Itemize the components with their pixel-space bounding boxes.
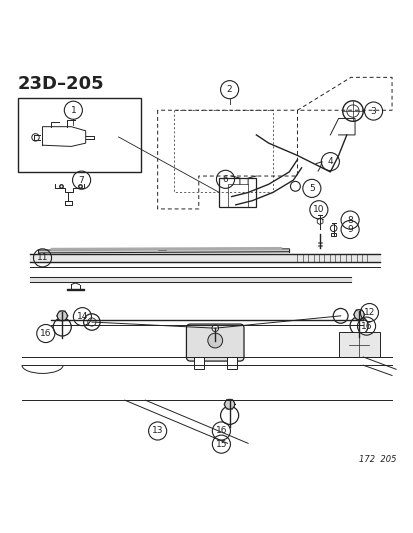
Text: 12: 12 — [363, 308, 374, 317]
Text: 1: 1 — [70, 106, 76, 115]
Circle shape — [53, 318, 71, 336]
Text: 13: 13 — [152, 426, 163, 435]
Bar — [226, 357, 236, 369]
Text: 23D–205: 23D–205 — [18, 75, 104, 93]
Text: 16: 16 — [360, 321, 371, 330]
Text: 4: 4 — [327, 157, 332, 166]
Bar — [18, 98, 141, 172]
Text: 3: 3 — [370, 107, 375, 116]
Circle shape — [220, 406, 238, 424]
Text: 14: 14 — [76, 312, 88, 321]
Circle shape — [224, 399, 234, 409]
Circle shape — [354, 310, 363, 320]
Bar — [338, 332, 379, 357]
Text: 6: 6 — [222, 175, 228, 184]
Text: 2: 2 — [226, 85, 232, 94]
Text: 5: 5 — [308, 184, 314, 193]
Text: 9: 9 — [347, 225, 352, 234]
Circle shape — [349, 317, 367, 335]
Bar — [219, 178, 256, 207]
Text: 16: 16 — [40, 329, 52, 338]
FancyBboxPatch shape — [186, 324, 243, 361]
Circle shape — [83, 314, 100, 330]
Text: 16: 16 — [215, 426, 227, 435]
Circle shape — [57, 311, 67, 321]
Text: 10: 10 — [312, 205, 324, 214]
Circle shape — [207, 333, 222, 348]
Circle shape — [330, 225, 336, 231]
Bar — [330, 233, 335, 236]
Text: 8: 8 — [347, 215, 352, 224]
Bar — [193, 357, 203, 369]
Text: 11: 11 — [37, 253, 48, 262]
Circle shape — [332, 309, 347, 323]
Text: 15: 15 — [215, 440, 227, 449]
Circle shape — [211, 325, 218, 332]
Text: 7: 7 — [78, 176, 84, 184]
Text: 172  205: 172 205 — [358, 455, 395, 464]
